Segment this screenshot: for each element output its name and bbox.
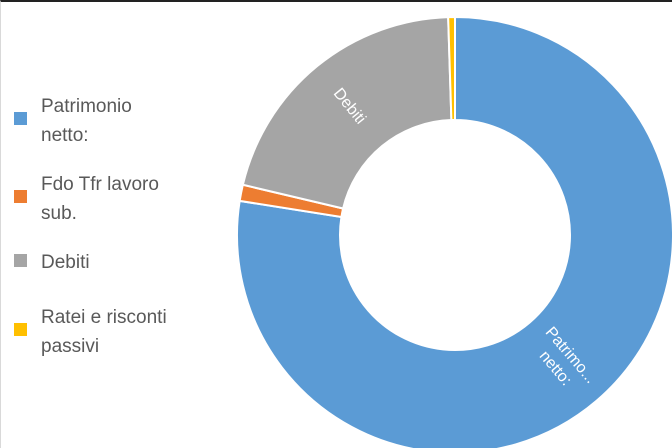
legend-item-patrimonio-netto: Patrimonio netto: [14, 92, 224, 150]
slice-ratei-risconti [447, 15, 456, 122]
legend-label-debiti: Debiti [41, 252, 90, 273]
legend-item-fdo-tfr: Fdo Tfr lavoro sub. [14, 170, 224, 228]
chart-legend: Patrimonio netto: Fdo Tfr lavoro sub. De… [14, 92, 224, 381]
legend-item-debiti: Debiti [14, 248, 224, 277]
legend-label-fdo-tfr: Fdo Tfr lavoro sub. [41, 174, 159, 224]
legend-swatch-fdo-tfr [14, 190, 27, 203]
legend-label-patrimonio-netto: Patrimonio netto: [41, 96, 132, 146]
legend-label-ratei-risconti: Ratei e risconti passivi [41, 307, 167, 357]
slice-debiti [241, 16, 453, 210]
legend-swatch-patrimonio-netto [14, 112, 27, 125]
legend-swatch-debiti [14, 254, 27, 267]
slice-patrimonio-netto [236, 15, 672, 448]
legend-item-ratei-risconti: Ratei e risconti passivi [14, 303, 224, 361]
legend-swatch-ratei-risconti [14, 323, 27, 336]
